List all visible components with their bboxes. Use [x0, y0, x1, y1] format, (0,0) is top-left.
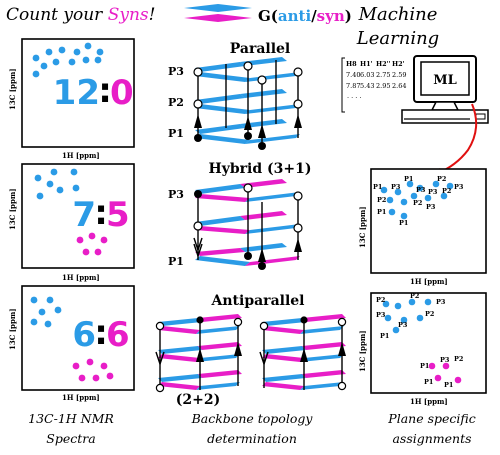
plane-label-p3: P3 [168, 188, 184, 201]
ml-title-line1: Machine [358, 4, 438, 25]
anti-syn-legend [184, 4, 252, 22]
caption-nmr-line1: 13C-1H NMR [28, 411, 114, 426]
point-label: P1 [380, 332, 389, 340]
plane-label-p3: P3 [168, 65, 184, 78]
caption-backbone-line2: determination [207, 431, 297, 446]
point-label: P1 [399, 219, 408, 227]
hybrid-quadruplex [193, 179, 303, 270]
assignment-panel-antiparallel: P2 P2 P3 P3 P2 P3 P1 P1 P3 P2 P1 P1 [370, 292, 487, 394]
y-axis-label: 13C [ppm] [8, 308, 17, 350]
point-label: P1 [373, 183, 382, 191]
anti-count: 12 [53, 73, 100, 113]
syn-count: 0 [110, 73, 134, 113]
g-anti-syn-label: G(anti/syn) [258, 7, 352, 25]
table-ellipsis: . . . . [347, 92, 361, 100]
table-cell: 2.59 [392, 71, 406, 79]
point-label: P2 [442, 187, 451, 195]
ratio-separator: : [94, 313, 108, 353]
point-label: P3 [426, 203, 436, 211]
table-header-h2p: H2' [392, 60, 405, 68]
point-label: P2 [413, 199, 422, 207]
plane-label-p1: P1 [168, 255, 184, 268]
syn-count: 5 [106, 195, 130, 235]
point-label: P1 [404, 175, 413, 183]
shift-table: H8 H1' H2'' H2' 7.40 6.03 2.75 2.59 7.87… [341, 57, 406, 113]
point-label: P3 [440, 356, 450, 364]
table-cell: 7.40 [346, 71, 360, 79]
antiparallel-subtitle: (2+2) [176, 392, 220, 408]
caption-plane-line2: assignments [392, 431, 471, 446]
point-label: P3 [436, 298, 446, 306]
caption-nmr-line2: Spectra [46, 431, 95, 446]
table-header-h8: H8 [346, 60, 357, 68]
assignment-panel-hybrid: P1 P3 P1 P2 P3 P2 P3 P3 P2 P1 P2 P3 P1 [370, 168, 487, 274]
table-cell: 2.64 [392, 82, 406, 90]
ratio-separator: : [98, 71, 112, 111]
x-axis-label: 1H [ppm] [62, 273, 100, 282]
computer-icon: ML [401, 55, 489, 124]
parallel-quadruplex [193, 57, 303, 150]
table-header-h2pp: H2'' [376, 60, 391, 68]
caption-plane-line1: Plane specific [387, 411, 475, 426]
plane-label-p2: P2 [168, 96, 184, 109]
spectrum-panel-antiparallel: 6 : 6 [21, 285, 135, 391]
point-label: P3 [391, 183, 401, 191]
x-axis-label: 1H [ppm] [410, 397, 448, 406]
point-label: P1 [377, 208, 386, 216]
header-title: Count your Syns! [6, 5, 155, 25]
x-axis-label: 1H [ppm] [62, 393, 100, 402]
table-cell: 6.03 [360, 71, 374, 79]
table-cell: 2.95 [376, 82, 390, 90]
topology-title-antiparallel: Antiparallel [211, 293, 305, 309]
anti-count: 7 [72, 195, 96, 235]
y-axis-label: 13C [ppm] [358, 206, 367, 248]
y-axis-label: 13C [ppm] [8, 68, 17, 110]
point-label: P3 [398, 321, 408, 329]
spectrum-panel-hybrid: 7 : 5 [21, 163, 135, 269]
point-label: P2 [410, 292, 419, 300]
table-header-h1p: H1' [360, 60, 373, 68]
point-label: P2 [376, 296, 385, 304]
point-label: P3 [454, 183, 464, 191]
plane-label-p1: P1 [168, 127, 184, 140]
spectrum-panel-parallel: 12 : 0 [21, 38, 135, 148]
x-axis-label: 1H [ppm] [62, 151, 100, 160]
ratio-separator: : [94, 193, 108, 233]
y-axis-label: 13C [ppm] [8, 188, 17, 230]
point-label: P2 [425, 310, 434, 318]
syn-count: 6 [106, 315, 130, 355]
ml-title-line2: Learning [356, 28, 439, 49]
point-label: P3 [376, 311, 386, 319]
point-label: P2 [377, 196, 386, 204]
point-label: P2 [437, 175, 446, 183]
point-label: P1 [444, 381, 453, 389]
antiparallel-quadruplex [155, 314, 347, 393]
table-cell: 5.43 [360, 82, 374, 90]
ml-box-label: ML [433, 73, 457, 88]
y-axis-label: 13C [ppm] [358, 330, 367, 372]
table-cell: 2.75 [376, 71, 390, 79]
x-axis-label: 1H [ppm] [410, 277, 448, 286]
point-label: P3 [428, 188, 438, 196]
table-cell: 7.87 [346, 82, 360, 90]
topology-title-hybrid: Hybrid (3+1) [209, 161, 312, 177]
caption-backbone-line1: Backbone topology [191, 411, 314, 426]
point-label: P3 [416, 186, 426, 194]
topology-title-parallel: Parallel [230, 41, 291, 57]
point-label: P1 [424, 378, 433, 386]
anti-count: 6 [72, 315, 96, 355]
point-label: P1 [420, 362, 429, 370]
point-label: P2 [454, 355, 463, 363]
